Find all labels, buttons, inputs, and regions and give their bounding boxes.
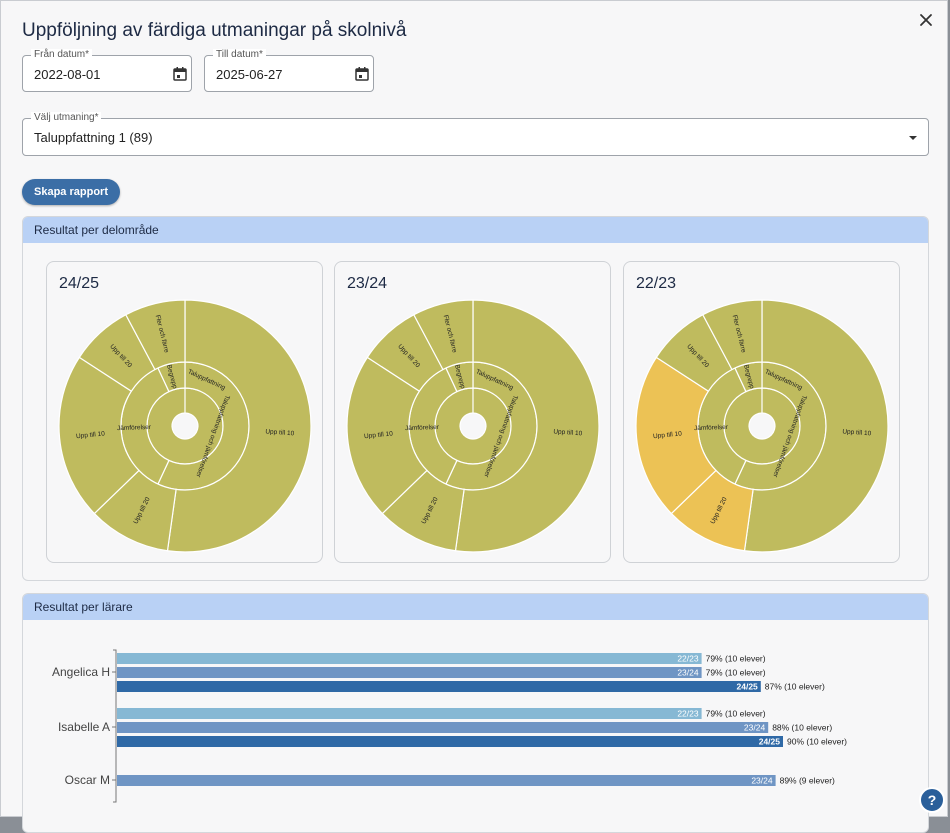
calendar-icon[interactable]	[354, 66, 370, 82]
bar	[117, 736, 783, 747]
challenge-value: Taluppfattning 1 (89)	[34, 130, 153, 145]
sunburst-segment	[346, 356, 428, 515]
from-date-field[interactable]: Från datum* 2022-08-01	[22, 49, 192, 92]
category-label: Isabelle A	[58, 720, 110, 734]
sunburst-label: Jämförelser	[405, 424, 440, 432]
teacher-bar-chart: Angelica H 22/23 79% (10 elever) 23/24 79% (…	[52, 649, 847, 803]
create-report-button[interactable]: Skapa rapport	[22, 179, 120, 205]
bar	[117, 653, 702, 664]
close-icon[interactable]	[915, 9, 937, 31]
sunburst-segment	[413, 299, 474, 371]
bar-series-label: 23/24	[744, 723, 766, 733]
bar-value-label: 89% (9 elever)	[780, 776, 835, 786]
from-date-label: Från datum*	[31, 49, 93, 60]
sunburst-label: Upp till 10	[553, 428, 583, 437]
bar-value-label: 79% (10 elever)	[706, 709, 766, 719]
to-date-label: Till datum*	[213, 49, 266, 60]
bar-series-label: 24/25	[737, 682, 759, 692]
sunburst-segment	[454, 299, 600, 553]
bar-series-label: 22/23	[677, 709, 699, 719]
sunburst-label: Upp till 10	[653, 430, 683, 440]
challenge-select[interactable]: Välj utmaning* Taluppfattning 1 (89)	[22, 112, 929, 156]
chart-year-label: 22/23	[636, 275, 677, 292]
bar	[117, 708, 702, 719]
bar-series-label: 22/23	[677, 654, 699, 664]
sunburst-label: Upp till 10	[76, 430, 106, 440]
sunburst-segment	[702, 299, 763, 371]
to-date-value: 2025-06-27	[216, 67, 283, 82]
chart-year-label: 23/24	[347, 275, 388, 292]
calendar-icon[interactable]	[172, 66, 188, 82]
sunburst-card: Upp till 10 Upp till 20 Upp till 10 Upp til…	[46, 261, 323, 563]
sunburst-label: Upp till 10	[265, 428, 295, 437]
teacher-results-panel: Resultat per lärare Angelica H 22/23 79% (…	[22, 593, 929, 833]
sunburst-segment	[166, 299, 312, 553]
bar-value-label: 79% (10 elever)	[706, 668, 766, 678]
chevron-down-icon[interactable]	[905, 130, 921, 146]
challenge-label: Välj utmaning*	[31, 112, 102, 123]
sunburst-label: Jämförelser	[694, 424, 729, 432]
y-axis	[113, 649, 117, 803]
sunburst-label: Upp till 10	[842, 428, 872, 437]
sunburst-segment	[743, 299, 889, 553]
bar-value-label: 90% (10 elever)	[787, 737, 847, 747]
from-date-value: 2022-08-01	[34, 67, 101, 82]
bar-value-label: 88% (10 elever)	[772, 723, 832, 733]
sunburst-card: Upp till 10 Upp till 20 Upp till 10 Upp til…	[623, 261, 900, 563]
chart-year-label: 24/25	[59, 275, 100, 292]
bar	[117, 667, 702, 678]
sunburst-segment	[125, 299, 186, 371]
sunburst-segment	[635, 356, 717, 515]
bar-value-label: 87% (10 elever)	[765, 682, 825, 692]
dialog-title: Uppföljning av färdiga utmaningar på sko…	[22, 20, 407, 41]
sunburst-card: Upp till 10 Upp till 20 Upp till 10 Upp til…	[334, 261, 611, 563]
category-label: Angelica H	[52, 665, 110, 679]
sunburst-label: Jämförelser	[117, 424, 152, 432]
bar-series-label: 23/24	[677, 668, 699, 678]
to-date-field[interactable]: Till datum* 2025-06-27	[204, 49, 374, 92]
bar-value-label: 79% (10 elever)	[706, 654, 766, 664]
bar	[117, 722, 769, 733]
sunburst-label: Upp till 10	[364, 430, 394, 440]
bar	[117, 775, 776, 786]
bar-series-label: 23/24	[751, 776, 773, 786]
question-icon: ?	[927, 792, 937, 808]
sunburst-segment	[58, 356, 140, 515]
area-results-title: Resultat per delområde	[23, 217, 928, 243]
bar-series-label: 24/25	[759, 737, 781, 747]
help-button[interactable]: ?	[919, 787, 945, 813]
category-label: Oscar M	[65, 773, 110, 787]
bar	[117, 681, 761, 692]
teacher-results-title: Resultat per lärare	[23, 594, 928, 620]
area-results-panel: Resultat per delområde Upp till 10 Upp ti…	[22, 216, 929, 581]
